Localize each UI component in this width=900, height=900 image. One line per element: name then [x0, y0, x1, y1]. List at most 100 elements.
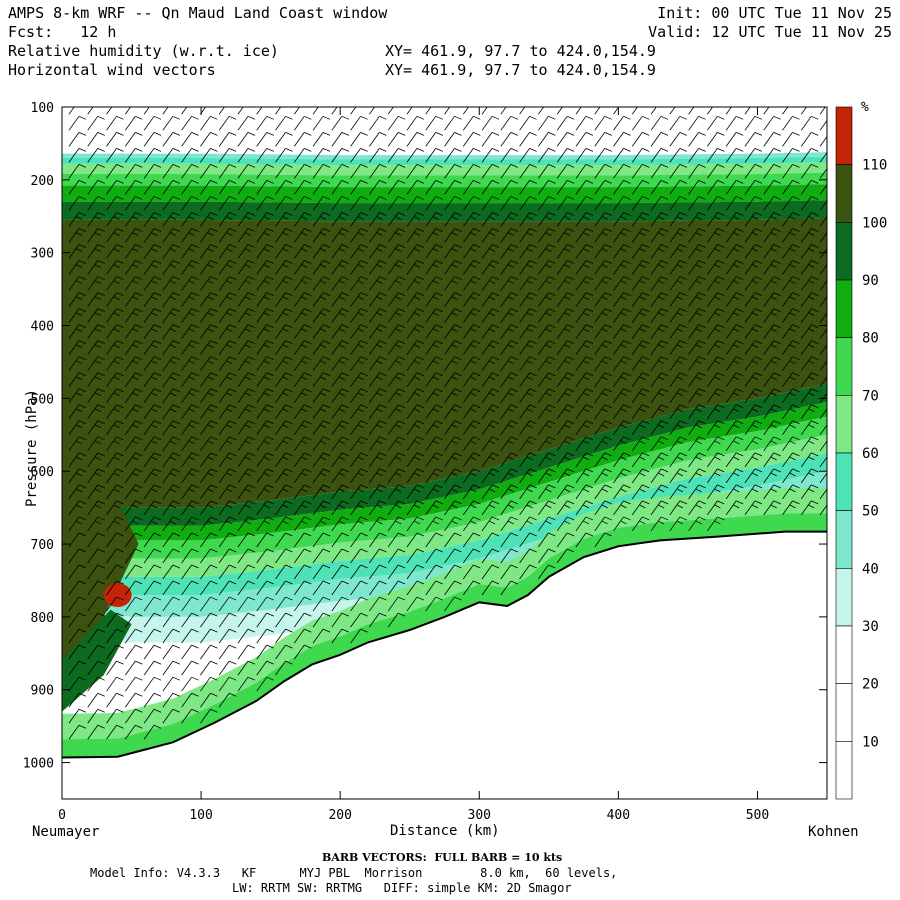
wind-barb — [556, 276, 575, 291]
wind-barb — [218, 500, 237, 516]
wind-barb — [87, 228, 105, 243]
wind-barb — [444, 516, 462, 532]
wind-barb — [594, 212, 612, 227]
wind-barb — [725, 324, 744, 339]
wind-barb — [650, 308, 669, 323]
wind-barb — [387, 147, 406, 163]
wind-barb — [631, 164, 650, 179]
wind-barb — [613, 404, 631, 419]
wind-barb — [763, 228, 781, 243]
wind-barb — [462, 484, 481, 500]
wind-barb — [406, 292, 425, 307]
wind-barb — [143, 516, 162, 532]
wind-barb — [87, 596, 105, 612]
wind-barb — [519, 115, 537, 131]
wind-barb — [631, 340, 650, 355]
wind-barb — [725, 484, 744, 500]
wind-barb — [68, 212, 87, 227]
wind-barb — [519, 292, 537, 307]
wind-barb — [218, 420, 237, 436]
wind-barb — [275, 580, 293, 596]
wind-barb — [87, 180, 105, 195]
wind-barb — [331, 228, 349, 243]
wind-barb — [124, 436, 143, 452]
wind-barb — [124, 147, 143, 163]
wind-barb — [613, 516, 631, 532]
wind-barb — [669, 468, 687, 484]
wind-barb — [312, 564, 331, 580]
wind-barb — [237, 115, 256, 131]
wind-barb — [519, 308, 537, 323]
wind-barb — [594, 324, 612, 339]
wind-barb — [106, 131, 124, 147]
wind-barb — [800, 484, 819, 500]
wind-barb — [181, 532, 199, 548]
wind-barb — [594, 532, 612, 548]
wind-barb — [312, 404, 331, 419]
wind-barb — [688, 276, 706, 291]
wind-barb — [350, 244, 368, 259]
wind-barb — [519, 244, 537, 259]
wind-barb — [331, 500, 349, 516]
wind-barb — [275, 196, 293, 211]
wind-barb — [725, 292, 744, 307]
wind-barb — [369, 180, 387, 195]
wind-barb — [143, 404, 162, 419]
wind-barb — [688, 131, 706, 147]
wind-barb — [575, 164, 594, 179]
wind-barb — [613, 276, 631, 291]
wind-barb — [237, 580, 256, 596]
wind-barb — [256, 420, 274, 436]
wind-barb — [87, 404, 105, 419]
wind-barb — [256, 356, 274, 371]
wind-barb — [707, 468, 725, 484]
wind-barb — [293, 516, 312, 532]
wind-barb — [613, 356, 631, 371]
wind-barb — [481, 420, 500, 436]
wind-barb — [575, 452, 594, 468]
wind-barb — [444, 548, 462, 564]
wind-barb — [631, 356, 650, 371]
wind-barb — [594, 276, 612, 291]
wind-barb — [519, 452, 537, 468]
wind-barb — [68, 452, 87, 468]
wind-barb — [162, 548, 180, 564]
wind-barb — [725, 244, 744, 259]
wind-barb — [613, 131, 631, 147]
wind-barb — [369, 131, 387, 147]
wind-barb — [406, 196, 425, 211]
wind-barb — [462, 164, 481, 179]
wind-barb — [425, 180, 443, 195]
wind-barb — [293, 372, 312, 387]
wind-barb — [200, 228, 218, 243]
wind-barb — [237, 484, 256, 500]
wind-barb — [369, 532, 387, 548]
wind-barb — [331, 372, 349, 387]
wind-barb — [143, 340, 162, 355]
wind-barb — [124, 404, 143, 419]
wind-barb — [613, 292, 631, 307]
wind-barb — [237, 276, 256, 291]
wind-barb — [293, 324, 312, 339]
wind-barb — [519, 468, 537, 484]
wind-barb — [87, 532, 105, 548]
wind-barb — [200, 708, 218, 724]
wind-barb — [669, 115, 687, 131]
wind-barb — [87, 212, 105, 227]
wind-barb — [218, 452, 237, 468]
wind-barb — [725, 420, 744, 436]
wind-barb — [369, 164, 387, 179]
wind-barb — [256, 580, 274, 596]
wind-barb — [256, 372, 274, 387]
wind-barb — [124, 260, 143, 275]
wind-barb — [162, 452, 180, 468]
wind-barb — [782, 436, 800, 452]
wind-barb — [312, 324, 331, 339]
wind-barb — [538, 164, 556, 179]
wind-barb — [293, 420, 312, 436]
wind-barb — [800, 500, 819, 516]
xy-coords-wind: XY= 461.9, 97.7 to 424.0,154.9 — [385, 61, 656, 79]
y-tick-label: 100 — [31, 101, 54, 116]
wind-barb — [87, 660, 105, 676]
wind-barb — [68, 147, 87, 163]
